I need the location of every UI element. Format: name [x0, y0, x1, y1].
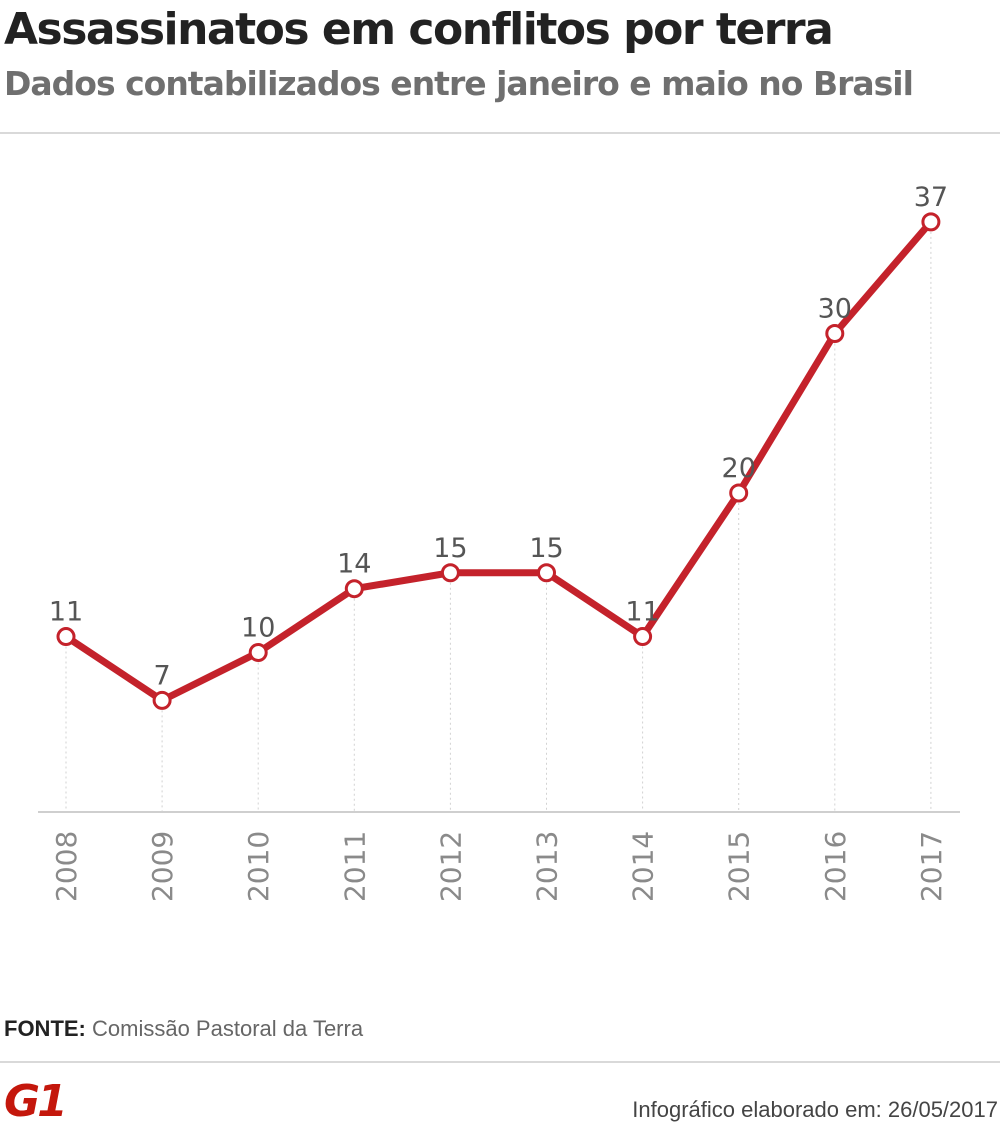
x-tick-label-2017: 2017 — [915, 831, 948, 902]
data-label-2017: 37 — [914, 182, 948, 213]
data-point-2011 — [344, 579, 364, 599]
footer-divider — [0, 1061, 1000, 1063]
data-label-2014: 11 — [625, 597, 659, 628]
x-tick-label-2010: 2010 — [242, 831, 275, 902]
data-label-2011: 14 — [337, 549, 371, 580]
data-point-2010 — [248, 643, 268, 662]
x-tick-label-2009: 2009 — [146, 831, 179, 902]
data-label-2013: 15 — [529, 533, 563, 564]
chart-title: Assassinatos em conflitos por terra — [4, 4, 834, 55]
data-point-2015 — [729, 483, 749, 503]
data-point-2014 — [633, 627, 653, 647]
data-label-2008: 11 — [49, 597, 83, 628]
data-point-2012 — [440, 563, 460, 583]
x-tick-label-2008: 2008 — [50, 831, 83, 902]
data-label-2015: 20 — [722, 453, 756, 484]
data-point-2013 — [537, 563, 556, 583]
data-label-2009: 7 — [154, 660, 171, 691]
x-tick-label-2013: 2013 — [531, 831, 564, 902]
data-point-2016 — [825, 324, 845, 343]
series-line — [62, 218, 935, 704]
infographic-credit: Infográfico elaborado em: 26/05/2017 — [632, 1097, 998, 1122]
data-label-2016: 30 — [818, 294, 852, 325]
chart-subtitle: Dados contabilizados entre janeiro e mai… — [4, 64, 914, 103]
header-divider — [0, 132, 1000, 134]
data-point-2017 — [921, 212, 941, 232]
x-tick-label-2015: 2015 — [723, 831, 756, 902]
data-label-2010: 10 — [241, 613, 275, 644]
x-tick-label-2014: 2014 — [627, 831, 660, 902]
g1-logo: G1 — [4, 1076, 68, 1127]
source-note: FONTE: Comissão Pastoral da Terra — [4, 1016, 363, 1042]
line-chart: 11 7 10 14 15 15 11 20 30 37 2008 2009 2010 2011 2012 2… — [38, 182, 960, 902]
x-tick-label-2012: 2012 — [434, 831, 467, 902]
x-tick-label-2011: 2011 — [338, 831, 371, 902]
data-point-2008 — [56, 627, 76, 647]
x-tick-label-2016: 2016 — [819, 831, 852, 902]
data-label-2012: 15 — [433, 533, 467, 564]
source-text: Comissão Pastoral da Terra — [92, 1016, 364, 1041]
data-point-2009 — [152, 690, 172, 710]
source-label: FONTE: — [4, 1016, 86, 1041]
